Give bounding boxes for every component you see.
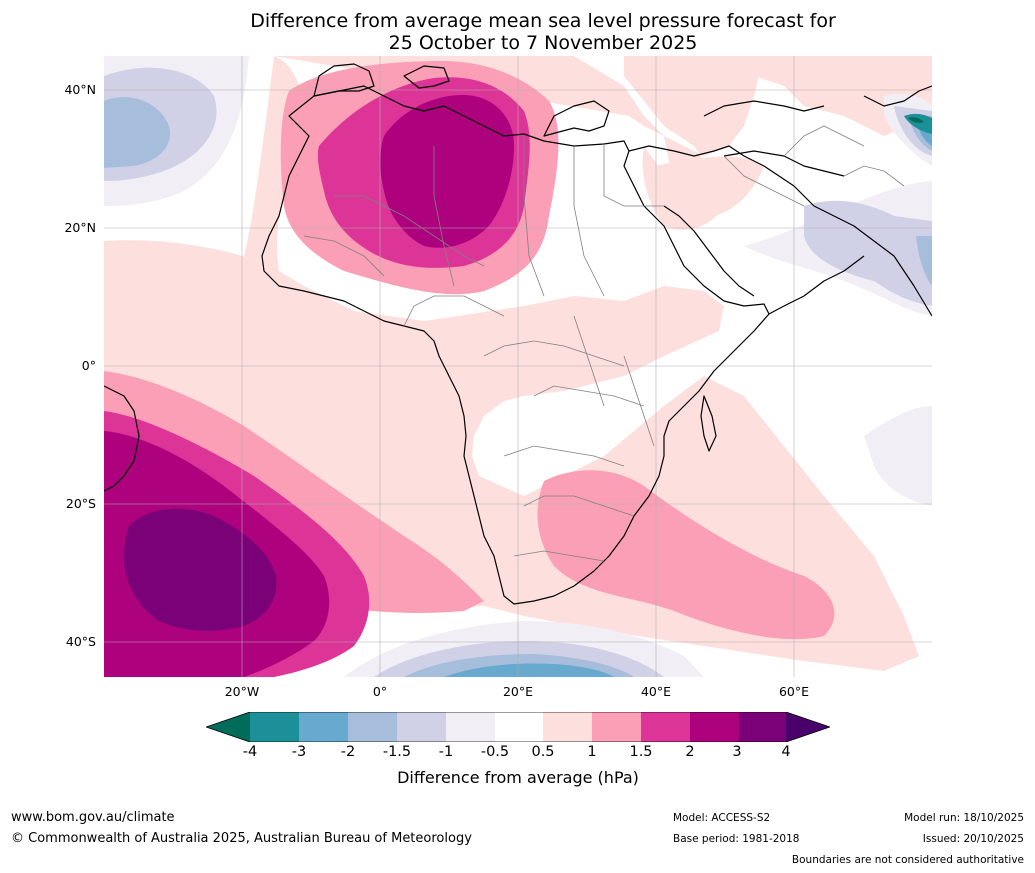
colorbar-tick-neg1: -1 [438,744,454,760]
colorbar-bin-0.5-1 [543,712,592,742]
colorbar-tick-1.5: 1.5 [629,744,653,760]
lon-label-20e: 20°E [502,684,534,699]
footer-disclaimer: Boundaries are not considered authoritat… [791,854,1024,866]
colorbar-tick-neg4: -4 [242,744,258,760]
pressure-anomaly-map [104,56,932,677]
lon-label-0: 0° [372,684,388,699]
footer-model: Model: ACCESS-S2 [673,812,771,824]
map-gridlines [104,56,932,677]
lat-label-40s: 40°S [65,634,96,649]
colorbar-bin-2-3 [690,712,739,742]
colorbar-bin-neg3-neg2 [299,712,348,742]
lon-label-40e: 40°E [640,684,672,699]
colorbar-bin-neg0.5-0.5 [495,712,543,742]
colorbar-above-max [786,712,830,742]
colorbar-tick-3: 3 [732,744,742,760]
footer-model-run: Model run: 18/10/2025 [904,812,1024,824]
title-line-1: Difference from average mean sea level p… [250,10,836,32]
colorbar-bin-neg2-neg1.5 [348,712,397,742]
country-borders [303,125,905,562]
map-svg [104,56,932,677]
colorbar-below-min [206,712,250,742]
lat-label-20n: 20°N [64,220,96,235]
lat-label-40n: 40°N [64,82,96,97]
colorbar [206,712,830,742]
lat-label-0: 0° [81,358,96,373]
colorbar-bin-neg4-neg3 [250,712,299,742]
colorbar-tick-1: 1 [587,744,597,760]
colorbar-bin-1.5-2 [641,712,690,742]
colorbar-tick-neg1.5: -1.5 [382,744,412,760]
colorbar-tick-neg3: -3 [291,744,307,760]
colorbar-bin-neg1-neg0.5 [446,712,495,742]
colorbar-tick-neg2: -2 [340,744,356,760]
chart-title: Difference from average mean sea level p… [0,10,1035,54]
lon-label-60e: 60°E [778,684,810,699]
lon-label-20w: 20°W [224,684,260,699]
title-line-2: 25 October to 7 November 2025 [388,32,698,54]
colorbar-tick-neg0.5: -0.5 [480,744,510,760]
colorbar-title: Difference from average (hPa) [397,768,639,787]
lat-label-20s: 20°S [65,496,96,511]
colorbar-tick-4: 4 [781,744,791,760]
footer-base-period: Base period: 1981-2018 [673,833,800,845]
colorbar-tick-2: 2 [685,744,695,760]
footer-website-link[interactable]: www.bom.gov.au/climate [11,810,175,825]
colorbar-bin-neg1.5-neg1 [397,712,446,742]
anomaly-below-neg3 [904,113,932,134]
footer-issued: Issued: 20/10/2025 [922,833,1024,845]
colorbar-bin-1-1.5 [592,712,641,742]
colorbar-bin-3-4 [739,712,786,742]
footer-copyright: © Commonwealth of Australia 2025, Austra… [11,831,472,846]
anomaly-3-to-4 [124,508,277,631]
colorbar-tick-0.5: 0.5 [531,744,555,760]
